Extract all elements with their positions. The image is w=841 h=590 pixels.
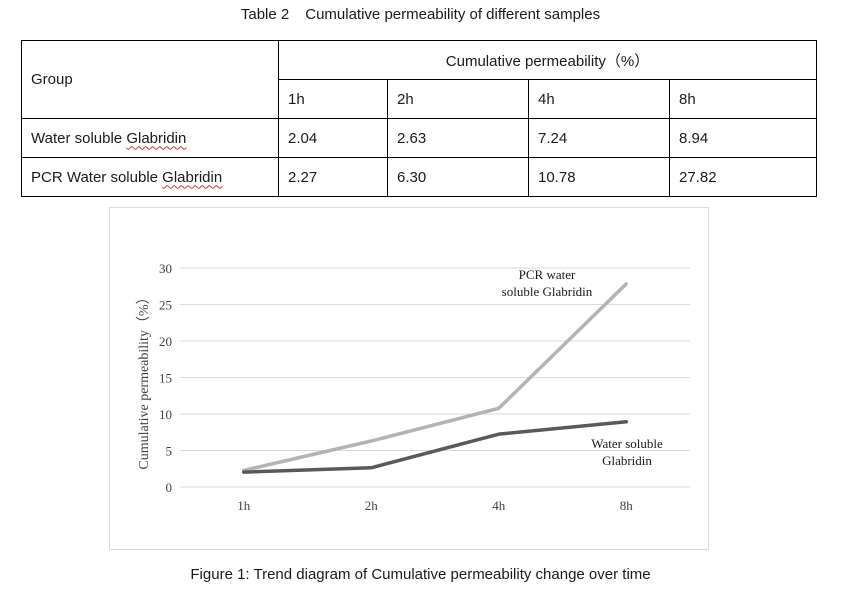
series-label-line: Water soluble (591, 436, 663, 451)
y-tick-label: 25 (159, 298, 172, 313)
time-header-8h: 8h (669, 79, 817, 119)
y-tick-label: 30 (159, 261, 172, 276)
table-title: Cumulative permeability of different sam… (305, 6, 601, 23)
y-tick-label: 15 (159, 371, 172, 386)
table-row: PCR Water soluble Glabridin 2.27 6.30 10… (21, 157, 817, 197)
figure-caption: Figure 1: Trend diagram of Cumulative pe… (190, 566, 651, 583)
gridlines (180, 267, 690, 488)
series-label: PCR water soluble Glabridin (502, 267, 593, 299)
series-label-line: Glabridin (602, 453, 652, 468)
x-tick-label: 1h (237, 498, 251, 513)
series-lines (242, 282, 628, 474)
value-cell: 2.27 (278, 157, 388, 197)
value-cell: 27.82 (669, 157, 817, 197)
y-tick-label: 20 (159, 334, 172, 349)
line-chart: 0 5 10 15 20 25 30 1h 2h 4h 8h PCR water soluble G… (136, 261, 690, 513)
spellcheck-word: Glabridin (162, 168, 223, 186)
y-axis-label: Cumulative permeability（%） (136, 290, 152, 469)
table-header-row: Group Cumulative permeability（%） (21, 40, 817, 119)
time-header-row: 1h 2h 4h 8h (22, 79, 817, 119)
group-prefix: PCR Water soluble (31, 168, 163, 186)
y-tick-label: 10 (159, 407, 172, 422)
y-tick-label: 5 (166, 444, 173, 459)
y-tick-label: 0 (166, 480, 173, 495)
series-line (242, 282, 628, 473)
value-cell: 2.04 (278, 118, 388, 158)
time-header-1h: 1h (278, 79, 388, 119)
x-tick-label: 4h (492, 498, 506, 513)
series-label-line: soluble Glabridin (502, 284, 593, 299)
table-caption: Table 2 Cumulative permeability of differ… (0, 6, 841, 23)
group-cell: PCR Water soluble Glabridin (21, 157, 279, 197)
permeability-header: Cumulative permeability（%） (278, 40, 817, 80)
y-tick-labels: 0 5 10 15 20 25 30 (159, 261, 172, 495)
value-cell: 8.94 (669, 118, 817, 158)
value-cell: 2.63 (387, 118, 529, 158)
value-cell: 10.78 (528, 157, 670, 197)
series-label-line: PCR water (519, 267, 576, 282)
group-header: Group (21, 40, 279, 119)
x-tick-labels: 1h 2h 4h 8h (237, 498, 633, 513)
table-number: Table 2 (240, 6, 290, 23)
time-header-4h: 4h (528, 79, 670, 119)
group-cell: Water soluble Glabridin (21, 118, 279, 158)
time-header-2h: 2h (387, 79, 529, 119)
x-tick-label: 2h (365, 498, 379, 513)
table-row: Water soluble Glabridin 2.04 2.63 7.24 8… (21, 118, 817, 158)
permeability-table: Group Cumulative permeability（%） 1h 2h 4… (21, 40, 817, 197)
chart-frame: 0 5 10 15 20 25 30 1h 2h 4h 8h PCR water soluble G… (109, 207, 709, 550)
value-cell: 7.24 (528, 118, 670, 158)
spellcheck-word: Glabridin (126, 129, 187, 147)
value-cell: 6.30 (387, 157, 529, 197)
series-line (242, 419, 628, 474)
x-tick-label: 8h (620, 498, 634, 513)
series-label: Water soluble Glabridin (591, 436, 663, 468)
group-prefix: Water soluble (31, 129, 127, 147)
series-labels: PCR water soluble Glabridin Water soluble G… (502, 267, 663, 468)
